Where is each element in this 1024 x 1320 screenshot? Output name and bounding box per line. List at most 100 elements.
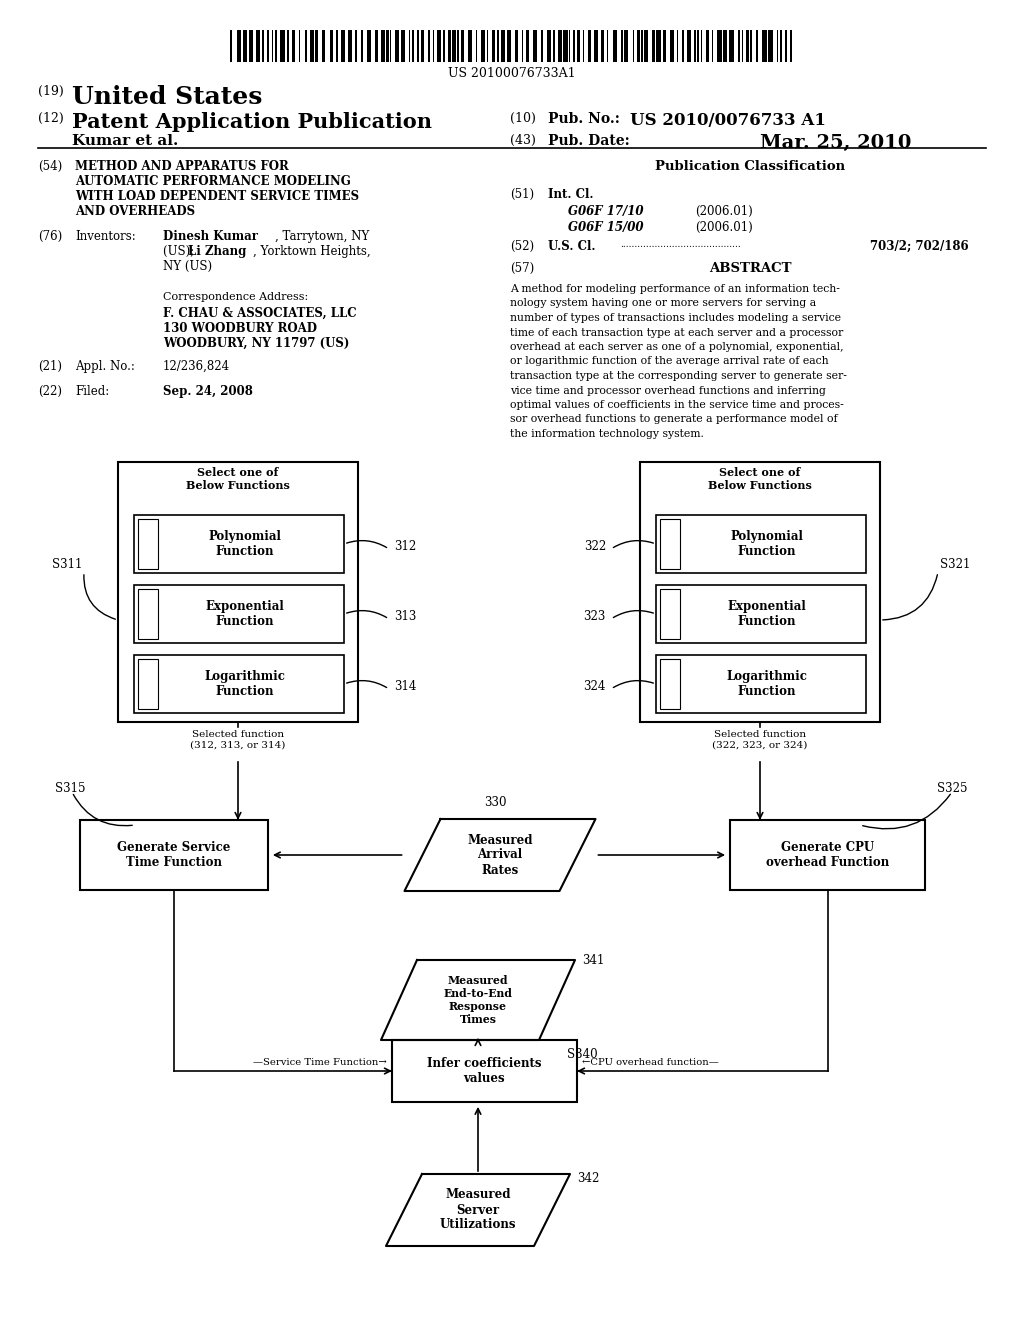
Text: Polynomial
Function: Polynomial Function xyxy=(730,531,804,558)
Bar xyxy=(386,30,389,62)
Bar xyxy=(486,30,488,62)
Bar xyxy=(625,30,629,62)
Bar xyxy=(480,30,485,62)
Text: (52): (52) xyxy=(510,240,535,253)
Bar xyxy=(694,30,696,62)
Text: S340: S340 xyxy=(567,1048,598,1061)
Bar xyxy=(381,30,385,62)
Bar xyxy=(670,30,675,62)
Bar xyxy=(577,30,581,62)
Bar xyxy=(493,30,496,62)
Text: Li Zhang: Li Zhang xyxy=(188,246,247,257)
Bar xyxy=(723,30,727,62)
Bar xyxy=(412,30,415,62)
Text: Select one of
Below Functions: Select one of Below Functions xyxy=(186,467,290,491)
Text: transaction type at the corresponding server to generate ser-: transaction type at the corresponding se… xyxy=(510,371,847,381)
Text: Logarithmic
Function: Logarithmic Function xyxy=(205,671,286,698)
Text: Pub. No.:: Pub. No.: xyxy=(548,112,620,125)
Bar xyxy=(428,30,430,62)
Bar xyxy=(756,30,759,62)
Text: Inventors:: Inventors: xyxy=(75,230,136,243)
Bar xyxy=(433,30,434,62)
Bar xyxy=(230,30,232,62)
Text: Appl. No.:: Appl. No.: xyxy=(75,360,135,374)
Text: sor overhead functions to generate a performance model of: sor overhead functions to generate a per… xyxy=(510,414,838,425)
Bar xyxy=(779,30,782,62)
Text: (76): (76) xyxy=(38,230,62,243)
Text: or logarithmic function of the average arrival rate of each: or logarithmic function of the average a… xyxy=(510,356,828,367)
Bar xyxy=(299,30,300,62)
Text: Dinesh Kumar: Dinesh Kumar xyxy=(163,230,258,243)
Text: optimal values of coefficients in the service time and proces-: optimal values of coefficients in the se… xyxy=(510,400,844,411)
Text: G06F 15/00: G06F 15/00 xyxy=(568,220,643,234)
Bar xyxy=(322,30,326,62)
Bar xyxy=(348,30,352,62)
Bar xyxy=(507,30,511,62)
Text: 330: 330 xyxy=(483,796,506,809)
Bar xyxy=(281,30,285,62)
Bar xyxy=(784,30,787,62)
Text: METHOD AND APPARATUS FOR: METHOD AND APPARATUS FOR xyxy=(75,160,289,173)
Text: Measured
End-to-End
Response
Times: Measured End-to-End Response Times xyxy=(443,975,512,1024)
Bar xyxy=(746,30,749,62)
Text: United States: United States xyxy=(72,84,262,110)
Text: ←CPU overhead function—: ←CPU overhead function— xyxy=(582,1059,719,1067)
Bar xyxy=(697,30,699,62)
Bar xyxy=(637,30,640,62)
Bar xyxy=(461,30,464,62)
Text: 12/236,824: 12/236,824 xyxy=(163,360,230,374)
Bar xyxy=(249,30,253,62)
Text: Infer coefficients
values: Infer coefficients values xyxy=(427,1057,542,1085)
Bar xyxy=(138,589,158,639)
Bar xyxy=(652,30,655,62)
Bar xyxy=(390,30,391,62)
Bar xyxy=(656,585,866,643)
Text: Patent Application Publication: Patent Application Publication xyxy=(72,112,432,132)
Text: Int. Cl.: Int. Cl. xyxy=(548,187,594,201)
Bar xyxy=(341,30,345,62)
Text: Correspondence Address:: Correspondence Address: xyxy=(163,292,308,302)
Bar xyxy=(310,30,313,62)
Bar xyxy=(267,30,268,62)
Bar xyxy=(421,30,424,62)
Text: Kumar et al.: Kumar et al. xyxy=(72,135,178,148)
Text: S315: S315 xyxy=(55,781,85,795)
Bar xyxy=(292,30,295,62)
Bar xyxy=(700,30,702,62)
Bar xyxy=(468,30,472,62)
Text: US 20100076733A1: US 20100076733A1 xyxy=(449,67,575,81)
Bar xyxy=(526,30,528,62)
Bar xyxy=(633,30,635,62)
Text: (54): (54) xyxy=(38,160,62,173)
Text: the information technology system.: the information technology system. xyxy=(510,429,703,440)
Bar xyxy=(768,30,773,62)
Bar xyxy=(262,30,263,62)
Bar xyxy=(305,30,306,62)
Bar xyxy=(660,659,680,709)
Text: 314: 314 xyxy=(394,680,417,693)
Bar xyxy=(729,30,733,62)
Bar xyxy=(449,30,452,62)
Bar xyxy=(553,30,555,62)
Bar xyxy=(336,30,338,62)
Bar xyxy=(640,462,880,722)
Text: Measured
Arrival
Rates: Measured Arrival Rates xyxy=(467,833,532,876)
Bar xyxy=(563,30,567,62)
Text: Exponential
Function: Exponential Function xyxy=(728,601,806,628)
Bar xyxy=(134,655,344,713)
Text: Measured
Server
Utilizations: Measured Server Utilizations xyxy=(439,1188,516,1232)
Text: S325: S325 xyxy=(938,781,968,795)
Bar xyxy=(134,585,344,643)
Bar xyxy=(453,30,456,62)
Bar xyxy=(417,30,420,62)
Text: G06F 17/10: G06F 17/10 xyxy=(568,205,643,218)
Bar xyxy=(741,30,742,62)
Text: , Tarrytown, NY: , Tarrytown, NY xyxy=(275,230,370,243)
Text: Publication Classification: Publication Classification xyxy=(655,160,845,173)
Text: 312: 312 xyxy=(394,540,416,553)
Text: A method for modeling performance of an information tech-: A method for modeling performance of an … xyxy=(510,284,840,294)
Bar xyxy=(791,30,793,62)
Bar xyxy=(138,519,158,569)
Text: vice time and processor overhead functions and inferring: vice time and processor overhead functio… xyxy=(510,385,826,396)
Text: Selected function
(312, 313, or 314): Selected function (312, 313, or 314) xyxy=(190,730,286,750)
